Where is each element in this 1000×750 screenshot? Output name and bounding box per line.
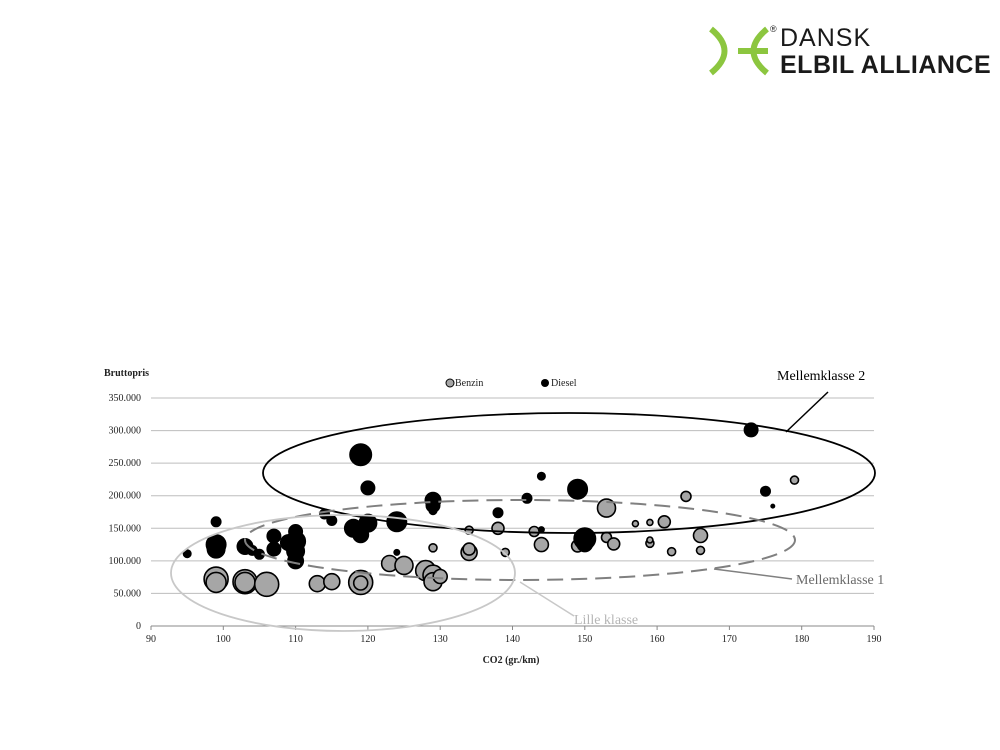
chart-gridlines bbox=[150, 397, 875, 630]
y-tick-label: 300.000 bbox=[109, 426, 142, 437]
x-axis-label: CO2 (gr./km) bbox=[483, 655, 540, 666]
y-tick-label: 100.000 bbox=[109, 556, 142, 567]
chart-data-points bbox=[182, 422, 800, 598]
legend-label-benzin: Benzin bbox=[455, 378, 483, 389]
chart-legend: Benzin Diesel bbox=[445, 378, 577, 389]
x-tick-label: 150 bbox=[577, 634, 592, 645]
data-point-benzin bbox=[205, 571, 227, 594]
logo-text-line-1: DANSK bbox=[780, 24, 872, 52]
data-point-benzin bbox=[631, 519, 640, 528]
data-point-diesel bbox=[287, 552, 305, 570]
data-point-benzin bbox=[528, 525, 541, 538]
x-tick-label: 140 bbox=[505, 634, 520, 645]
leader-lille-klasse bbox=[519, 581, 575, 617]
data-point-benzin bbox=[352, 575, 369, 591]
x-tick-label: 110 bbox=[288, 634, 303, 645]
data-point-diesel bbox=[760, 485, 771, 497]
x-tick-label: 190 bbox=[867, 634, 882, 645]
data-point-diesel bbox=[428, 506, 438, 516]
brand-mark-left-stroke bbox=[709, 26, 728, 76]
x-tick-label: 130 bbox=[433, 634, 448, 645]
x-tick-label: 120 bbox=[360, 634, 375, 645]
data-point-benzin bbox=[533, 536, 550, 553]
data-point-diesel bbox=[743, 422, 759, 438]
data-point-benzin bbox=[432, 568, 449, 585]
y-tick-label: 50.000 bbox=[114, 588, 142, 599]
brand-mark-icon bbox=[709, 26, 769, 76]
data-point-diesel bbox=[326, 515, 338, 526]
logo-text-line-2: ELBIL ALLIANCE bbox=[780, 51, 992, 79]
data-point-diesel bbox=[576, 535, 594, 553]
data-point-diesel bbox=[393, 548, 401, 556]
x-tick-label: 170 bbox=[722, 634, 737, 645]
dansk-elbil-alliance-logo: DANSK ® ELBIL ALLIANCE bbox=[708, 24, 992, 80]
data-point-benzin bbox=[692, 527, 709, 544]
x-tick-label: 180 bbox=[794, 634, 809, 645]
x-tick-label: 160 bbox=[650, 634, 665, 645]
annotation-mellemklasse-2: Mellemklasse 2 bbox=[777, 369, 865, 384]
data-point-benzin bbox=[680, 490, 692, 503]
data-point-benzin bbox=[657, 514, 672, 529]
data-point-benzin bbox=[308, 574, 327, 593]
data-point-benzin bbox=[253, 571, 280, 598]
y-tick-label: 250.000 bbox=[109, 458, 142, 469]
ellipse-mellemklasse-2 bbox=[262, 412, 876, 534]
annotation-lille-klasse: Lille klasse bbox=[574, 613, 638, 628]
y-tick-label: 200.000 bbox=[109, 491, 142, 502]
y-axis-label: Bruttopris bbox=[104, 368, 149, 379]
class-ellipses bbox=[170, 391, 876, 632]
data-point-benzin bbox=[394, 555, 414, 576]
data-point-benzin bbox=[500, 547, 511, 558]
data-point-benzin bbox=[234, 571, 256, 594]
legend-marker-diesel bbox=[541, 379, 549, 387]
data-point-diesel bbox=[492, 507, 504, 519]
data-point-diesel bbox=[206, 539, 226, 559]
data-point-benzin bbox=[789, 475, 800, 485]
data-point-benzin bbox=[428, 542, 438, 553]
y-tick-label: 350.000 bbox=[109, 393, 142, 404]
data-point-diesel bbox=[770, 503, 776, 509]
logo-registered-mark: ® bbox=[770, 24, 777, 34]
leader-mellemklasse-1 bbox=[713, 568, 793, 580]
data-point-diesel bbox=[266, 528, 282, 544]
x-tick-label: 100 bbox=[216, 634, 231, 645]
x-tick-label: 90 bbox=[146, 634, 156, 645]
data-point-diesel bbox=[182, 549, 192, 559]
data-point-diesel bbox=[536, 471, 546, 481]
y-axis-tick-labels: 0 50.000 100.000 150.000 200.000 250.000 300.0… bbox=[109, 393, 142, 632]
legend-label-diesel: Diesel bbox=[551, 378, 577, 389]
data-point-benzin bbox=[666, 546, 677, 557]
x-axis-tick-labels: 90 100 110 120 130 140 150 160 170 180 190 bbox=[146, 634, 882, 645]
data-point-benzin bbox=[646, 536, 654, 544]
ellipse-mellemklasse-1 bbox=[244, 499, 796, 581]
data-point-diesel bbox=[349, 443, 373, 467]
data-point-diesel bbox=[521, 492, 533, 504]
legend-marker-benzin bbox=[445, 378, 455, 388]
data-point-diesel bbox=[537, 526, 545, 534]
data-point-benzin bbox=[606, 537, 621, 551]
data-point-diesel bbox=[210, 516, 222, 528]
data-point-benzin bbox=[596, 498, 617, 518]
data-point-benzin bbox=[646, 518, 654, 527]
y-tick-label: 150.000 bbox=[109, 523, 142, 534]
leader-mellemklasse-2 bbox=[785, 391, 829, 433]
data-point-benzin bbox=[695, 545, 706, 556]
y-tick-label: 0 bbox=[136, 621, 141, 632]
data-point-benzin bbox=[462, 542, 476, 556]
data-point-diesel bbox=[567, 478, 589, 500]
data-point-diesel bbox=[266, 541, 282, 557]
data-point-benzin bbox=[322, 572, 341, 591]
annotation-mellemklasse-1: Mellemklasse 1 bbox=[796, 573, 884, 588]
ellipse-lille-klasse bbox=[170, 514, 516, 632]
data-point-diesel bbox=[360, 480, 376, 496]
